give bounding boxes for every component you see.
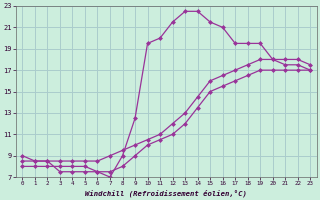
X-axis label: Windchill (Refroidissement éolien,°C): Windchill (Refroidissement éolien,°C) [85,189,247,197]
